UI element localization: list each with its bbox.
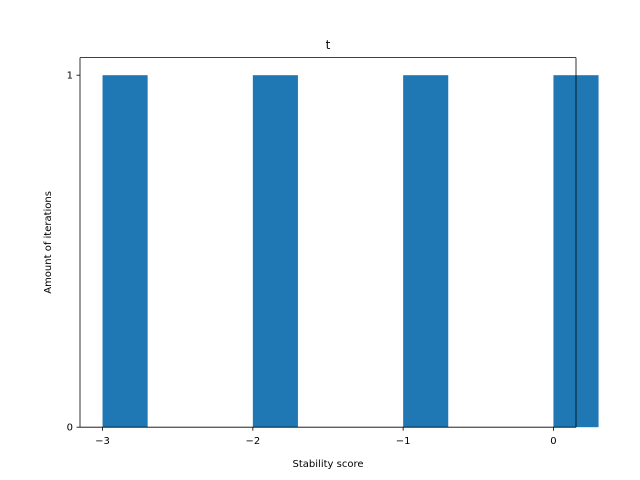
y-tick-label: 1 xyxy=(67,71,73,82)
histogram-bar-1 xyxy=(252,75,298,428)
x-tick-label: −1 xyxy=(396,436,411,447)
histogram-bar-2 xyxy=(403,75,449,428)
x-tick-label: −3 xyxy=(95,436,110,447)
y-tick-label: 0 xyxy=(67,423,73,434)
x-axis-title: Stability score xyxy=(293,459,364,470)
plot-area xyxy=(80,57,576,428)
axes-group: −3 −2 −1 0 0 1 xyxy=(67,57,577,447)
x-tick-label: −2 xyxy=(245,436,260,447)
histogram-bar-0 xyxy=(102,75,148,428)
x-tick-label: 0 xyxy=(550,436,556,447)
y-axis-title: Amount of iterations xyxy=(43,191,54,294)
chart-title: t xyxy=(326,38,331,52)
